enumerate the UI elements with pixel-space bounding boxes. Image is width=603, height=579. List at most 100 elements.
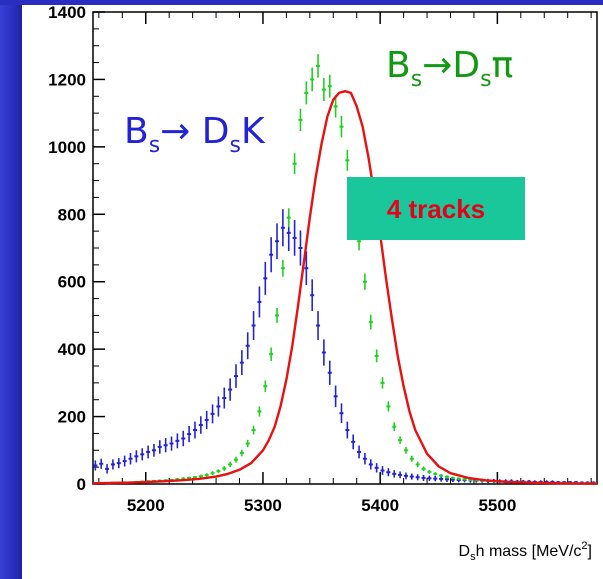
data-point — [450, 476, 455, 480]
data-point — [321, 78, 326, 102]
data-point — [386, 401, 391, 412]
plot-frame — [92, 11, 598, 485]
data-point — [222, 387, 227, 409]
data-point — [398, 436, 403, 444]
y-tick-label: 200 — [58, 408, 86, 427]
data-point — [175, 433, 180, 449]
data-point — [462, 477, 467, 481]
data-point — [275, 308, 280, 323]
annotation-bs-dsk: Bs→ DsK — [124, 111, 266, 158]
x-tick-label: 5400 — [361, 496, 399, 515]
data-point — [345, 149, 350, 171]
data-point — [298, 108, 303, 132]
data-point — [233, 364, 238, 388]
x-tick-labels: 5200 5300 5400 5500 — [127, 496, 516, 515]
y-tick-label: 1200 — [48, 70, 86, 89]
data-point — [181, 430, 186, 447]
data-point — [116, 458, 121, 469]
data-point — [345, 421, 350, 439]
data-point — [392, 470, 397, 478]
data-point — [316, 311, 321, 341]
y-tick-label: 1400 — [48, 3, 86, 22]
data-point — [316, 54, 321, 78]
data-point — [444, 475, 449, 479]
data-point — [415, 474, 420, 481]
data-point — [146, 445, 151, 459]
data-point — [351, 434, 356, 450]
data-point — [245, 439, 250, 448]
series-2 — [92, 89, 598, 485]
fit-curve — [92, 89, 598, 485]
data-point — [380, 377, 385, 389]
top-blue-bar — [0, 0, 603, 5]
data-point — [415, 461, 420, 468]
tracks-label: 4 tracks — [387, 194, 485, 224]
data-point — [374, 349, 379, 363]
data-point — [263, 380, 268, 392]
data-point — [204, 410, 209, 430]
data-point — [286, 208, 291, 228]
data-point — [327, 360, 332, 385]
series-layer — [92, 54, 598, 485]
data-point — [269, 237, 274, 273]
data-point — [257, 286, 262, 318]
data-point — [456, 477, 461, 480]
data-point — [122, 455, 127, 467]
data-point — [245, 332, 250, 360]
data-point — [210, 471, 215, 476]
x-tick-label: 5300 — [244, 496, 282, 515]
data-point — [228, 461, 233, 468]
x-axis-label: Dsh mass [MeV/c2] — [459, 540, 592, 563]
data-point — [421, 466, 426, 472]
data-point — [169, 436, 174, 451]
data-point — [327, 74, 332, 98]
y-tick-labels: 0 200 400 600 800 1000 1200 1400 — [48, 3, 86, 494]
data-point — [192, 421, 197, 439]
data-point — [128, 452, 133, 465]
data-point — [140, 448, 145, 461]
data-point — [257, 406, 262, 417]
data-point — [339, 403, 344, 423]
data-point — [433, 475, 438, 482]
data-point — [409, 455, 414, 462]
data-point — [298, 230, 303, 266]
data-point — [310, 67, 315, 92]
data-point — [239, 350, 244, 376]
data-point — [392, 422, 397, 432]
data-point — [210, 404, 215, 424]
data-point — [198, 416, 203, 434]
data-point — [310, 279, 315, 312]
data-point — [251, 425, 256, 435]
tracks-label-box — [347, 177, 525, 240]
data-point — [110, 459, 115, 470]
data-point — [304, 81, 309, 105]
data-point — [427, 469, 432, 474]
x-tick-label: 5500 — [478, 496, 516, 515]
data-point — [292, 220, 297, 256]
data-point — [198, 474, 203, 478]
data-point — [134, 450, 139, 463]
data-point — [304, 251, 309, 286]
annotation-bs-dspi: Bs→Dsπ — [386, 45, 513, 92]
data-point — [105, 464, 110, 474]
data-point — [239, 449, 244, 457]
data-point — [204, 473, 209, 477]
data-point — [368, 459, 373, 470]
data-point — [362, 273, 367, 290]
data-point — [398, 471, 403, 479]
left-blue-bar — [0, 0, 22, 579]
data-point — [380, 466, 385, 475]
data-point — [280, 209, 285, 247]
data-point — [362, 452, 367, 465]
y-tick-label: 1000 — [48, 138, 86, 157]
y-tick-label: 800 — [58, 205, 86, 224]
data-point — [386, 468, 391, 477]
data-point — [403, 472, 408, 480]
data-point — [228, 378, 233, 401]
data-point — [368, 314, 373, 330]
series-0 — [93, 209, 596, 484]
data-point — [222, 466, 227, 471]
data-point — [333, 385, 338, 408]
